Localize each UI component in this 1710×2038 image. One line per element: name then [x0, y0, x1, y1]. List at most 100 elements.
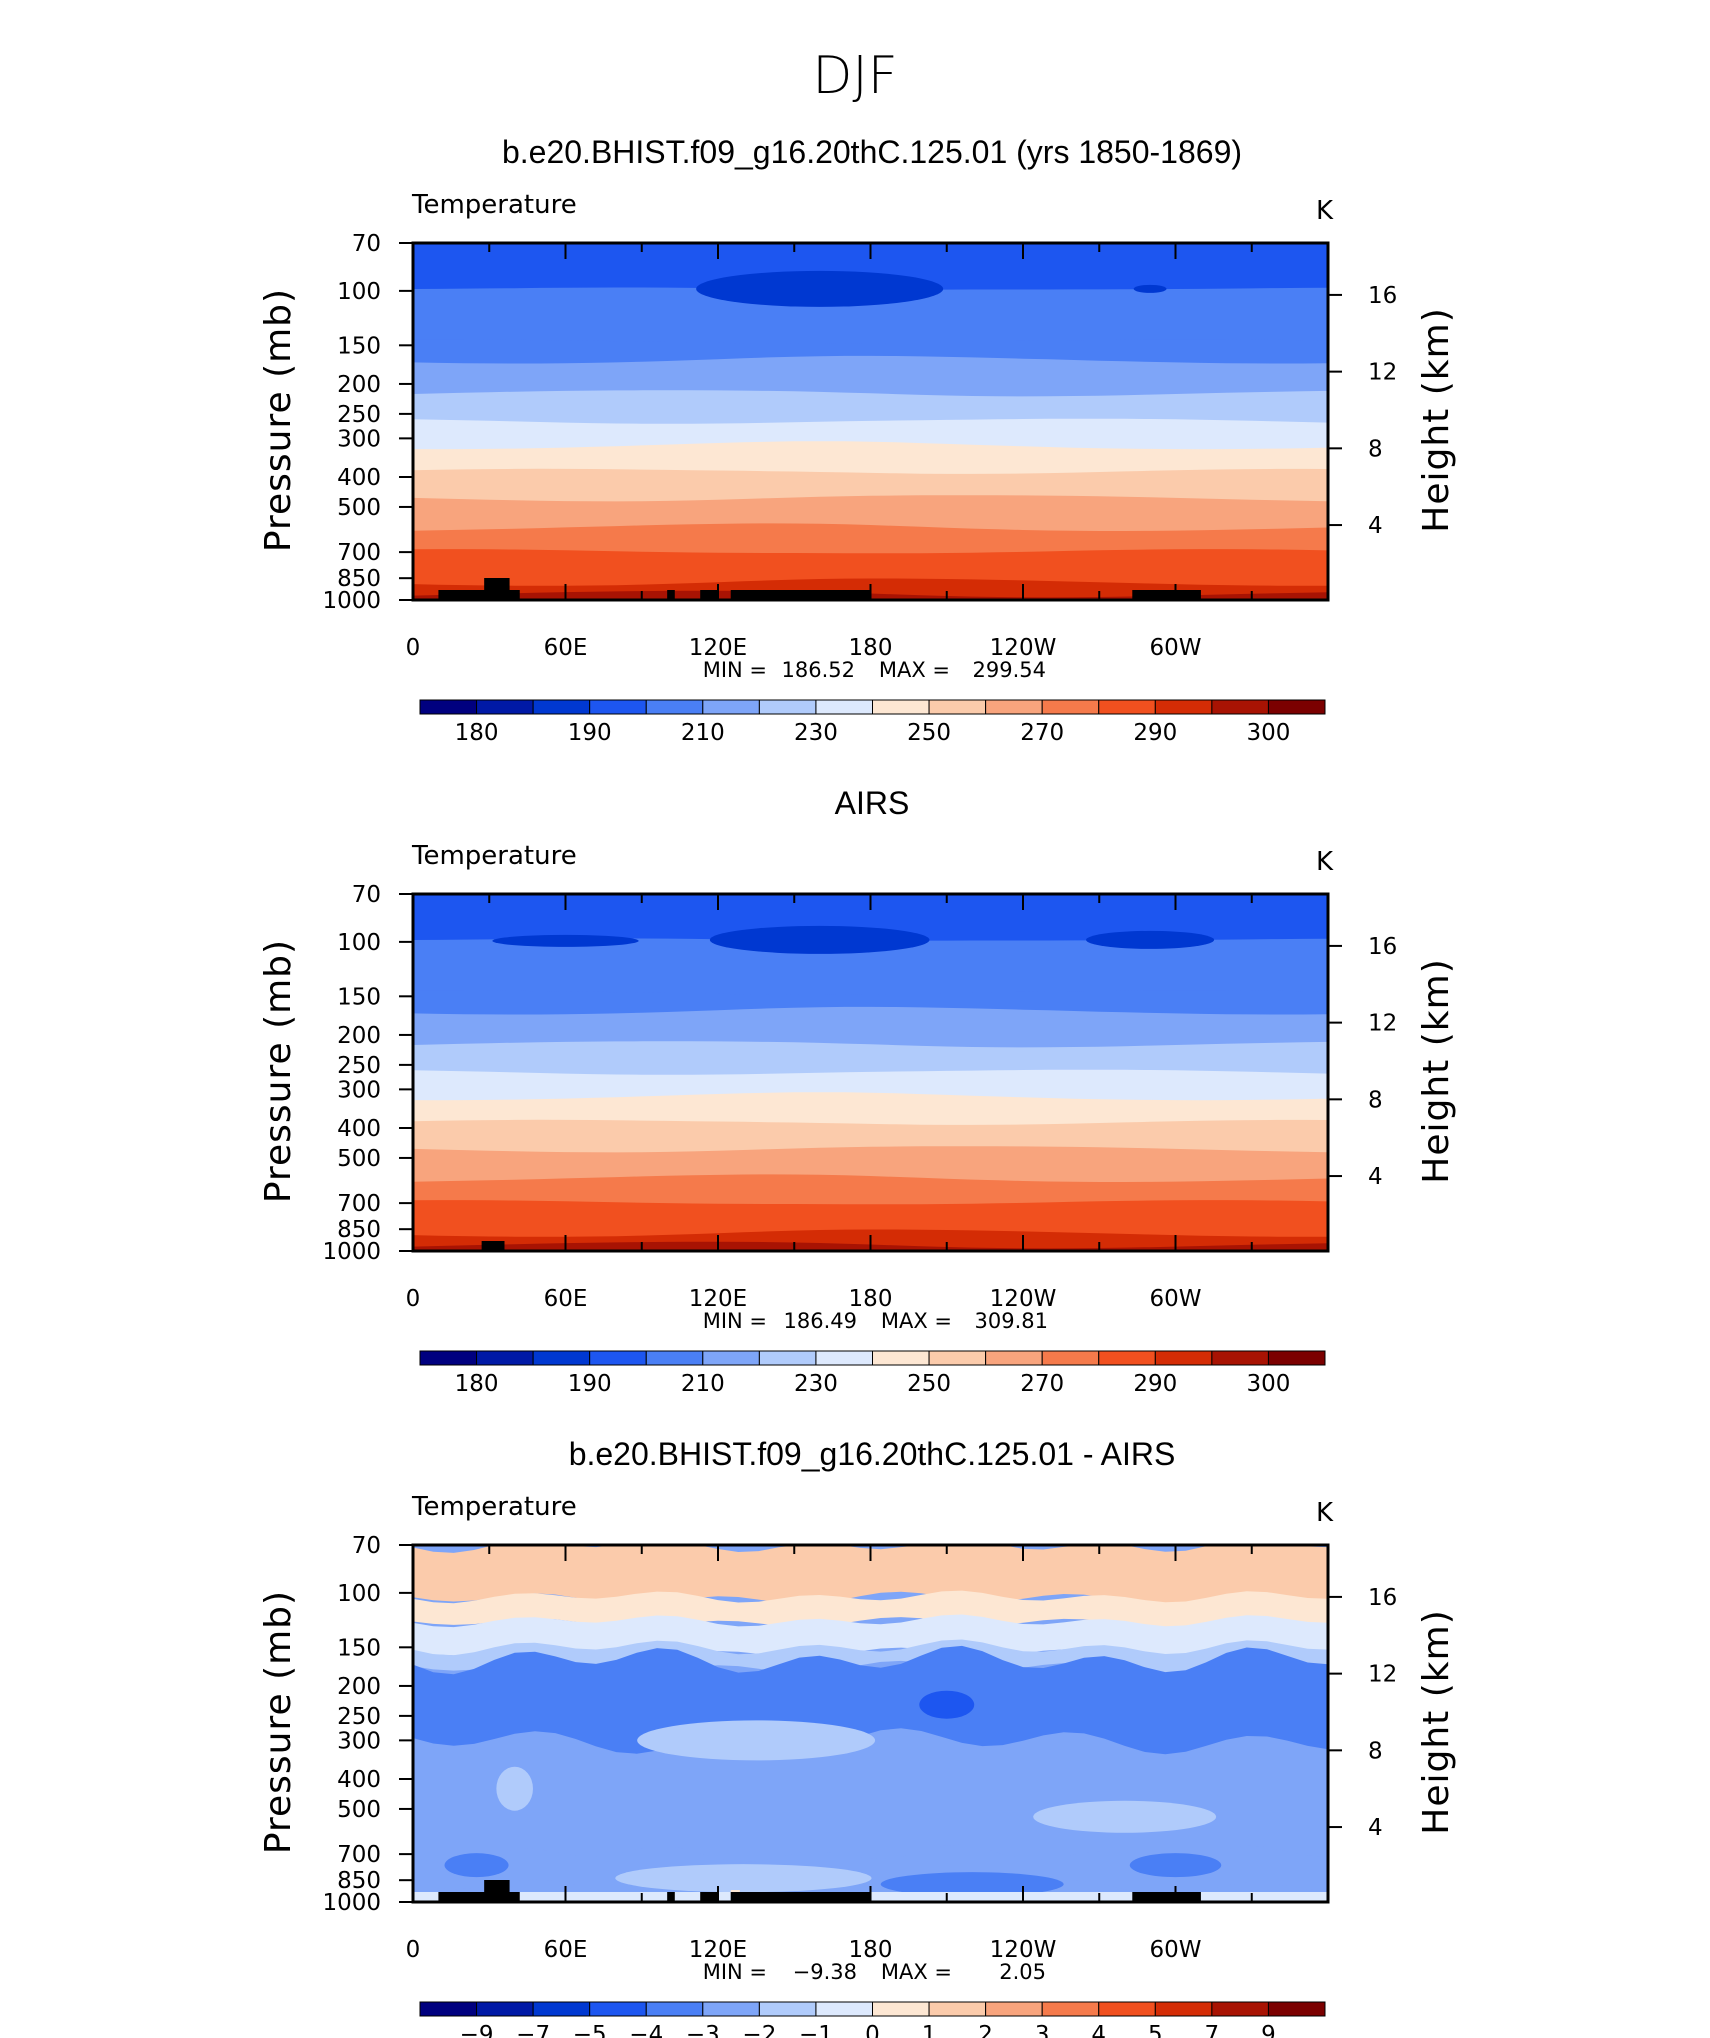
terrain-block	[438, 1892, 490, 1902]
colorbar-label: −9	[460, 2022, 494, 2038]
pressure-tick-label: 400	[337, 465, 381, 491]
y-axis-right-label: Height (km)	[1416, 307, 1457, 532]
colorbar-label: 0	[865, 2022, 880, 2038]
colorbar-label: 9	[1261, 2022, 1276, 2038]
colorbar-label: −7	[516, 2022, 550, 2038]
figure-title: DJF	[812, 46, 897, 106]
warm-band	[413, 1545, 1328, 1607]
min-label: MIN =	[703, 658, 767, 682]
pressure-tick-label: 400	[337, 1767, 381, 1793]
height-ticks: 4 8 12 16	[1328, 1585, 1397, 1841]
pressure-tick-label: 500	[337, 1797, 381, 1823]
pressure-tick-label: 70	[352, 231, 381, 257]
colorbar-label: −5	[573, 2022, 607, 2038]
cold-pool	[492, 934, 639, 947]
cool-band	[413, 1645, 1328, 1755]
min-max-readout: MIN = 186.52 MAX = 299.54	[703, 658, 1046, 682]
colorbar-label: −4	[629, 2022, 663, 2038]
height-tick-label: 12	[1368, 1011, 1397, 1037]
longitude-ticks: 0 60E 120E 180 120W 60W	[406, 243, 1253, 661]
longitude-tick-label: 60E	[544, 1286, 588, 1312]
terrain-block	[730, 590, 871, 600]
pressure-tick-label: 70	[352, 882, 381, 908]
height-tick-label: 4	[1368, 1815, 1383, 1841]
colorbar-swatch	[702, 1350, 760, 1366]
longitude-tick-label: 180	[849, 635, 893, 661]
terrain-block	[730, 1892, 871, 1902]
colorbar-swatch	[758, 699, 817, 715]
colorbar-swatch	[645, 2001, 704, 2017]
colorbar-swatch	[1041, 2001, 1100, 2017]
colorbar: −9 −7 −5 −4 −3 −2 −1 0 1 2 3 4 5 7 9	[419, 2001, 1326, 2038]
colorbar-swatch	[476, 1350, 534, 1366]
longitude-tick-label: 120W	[990, 1937, 1057, 1963]
y-axis-right-label: Height (km)	[1416, 1609, 1457, 1834]
longitude-tick-label: 60E	[544, 1937, 588, 1963]
terrain-block	[1132, 590, 1201, 600]
colorbar-swatch	[532, 699, 591, 715]
colorbar-swatch	[1267, 1350, 1326, 1366]
colorbar-swatch	[928, 699, 987, 715]
colorbar-swatch	[1267, 699, 1326, 715]
pressure-tick-label: 300	[337, 1077, 381, 1103]
colorbar-label: 180	[455, 720, 499, 746]
colorbar-swatch	[985, 2001, 1043, 2017]
min-max-readout: MIN = −9.38 MAX = 2.05	[703, 1960, 1046, 1984]
light-patch	[1033, 1800, 1217, 1833]
pressure-tick-label: 250	[337, 402, 381, 428]
pressure-tick-label: 200	[337, 1023, 381, 1049]
y-axis-right-label: Height (km)	[1416, 958, 1457, 1183]
colorbar-swatch	[645, 1350, 704, 1366]
height-ticks: 4 8 12 16	[1328, 934, 1397, 1190]
colorbar-swatch	[758, 2001, 817, 2017]
colorbar-label: 210	[681, 1371, 725, 1397]
height-tick-label: 12	[1368, 360, 1397, 386]
colorbar-swatch	[589, 2001, 647, 2017]
colorbar-swatch	[1098, 1350, 1156, 1366]
colorbar-label: 270	[1020, 720, 1064, 746]
longitude-tick-label: 180	[849, 1937, 893, 1963]
colorbar-label: 230	[794, 720, 838, 746]
max-label: MAX =	[881, 1960, 952, 1984]
height-tick-label: 4	[1368, 513, 1383, 539]
terrain-block	[1132, 1892, 1201, 1902]
terrain-block	[481, 1241, 505, 1251]
colorbar-label: 4	[1091, 2022, 1106, 2038]
min-value: 186.52	[782, 658, 855, 682]
pressure-tick-label: 850	[337, 1217, 381, 1243]
height-tick-label: 8	[1368, 1738, 1383, 1764]
height-ticks: 4 8 12 16	[1328, 283, 1397, 539]
longitude-tick-label: 180	[849, 1286, 893, 1312]
pressure-tick-label: 150	[337, 333, 381, 359]
longitude-tick-label: 60E	[544, 635, 588, 661]
min-max-readout: MIN = 186.49 MAX = 309.81	[703, 1309, 1048, 1333]
colorbar-swatch	[589, 699, 647, 715]
pressure-tick-label: 400	[337, 1116, 381, 1142]
pressure-tick-label: 300	[337, 1728, 381, 1754]
colorbar-label: 250	[907, 720, 951, 746]
colorbar-swatch	[1211, 1350, 1269, 1366]
pressure-tick-label: 700	[337, 1191, 381, 1217]
colorbar-swatch	[419, 1350, 478, 1366]
terrain-block	[700, 590, 718, 600]
colorbar-swatch	[872, 1350, 930, 1366]
longitude-ticks: 0 60E 120E 180 120W 60W	[406, 1545, 1253, 1963]
height-tick-label: 16	[1368, 283, 1397, 309]
longitude-tick-label: 60W	[1149, 635, 1201, 661]
pressure-tick-label: 1000	[322, 1890, 381, 1916]
colorbar-label: 270	[1020, 1371, 1064, 1397]
pressure-tick-label: 200	[337, 372, 381, 398]
max-label: MAX =	[879, 658, 950, 682]
terrain-block	[438, 590, 490, 600]
height-tick-label: 12	[1368, 1662, 1397, 1688]
terrain-block	[484, 1880, 510, 1902]
max-label: MAX =	[881, 1309, 952, 1333]
pressure-tick-label: 100	[337, 930, 381, 956]
y-axis-label: Pressure (mb)	[258, 288, 299, 552]
field-label: Temperature	[411, 190, 577, 220]
colorbar-swatch	[702, 699, 760, 715]
pressure-tick-label: 150	[337, 1635, 381, 1661]
colorbar-label: −1	[799, 2022, 833, 2038]
colorbar-label: −3	[686, 2022, 720, 2038]
dark-patch	[444, 1853, 509, 1878]
